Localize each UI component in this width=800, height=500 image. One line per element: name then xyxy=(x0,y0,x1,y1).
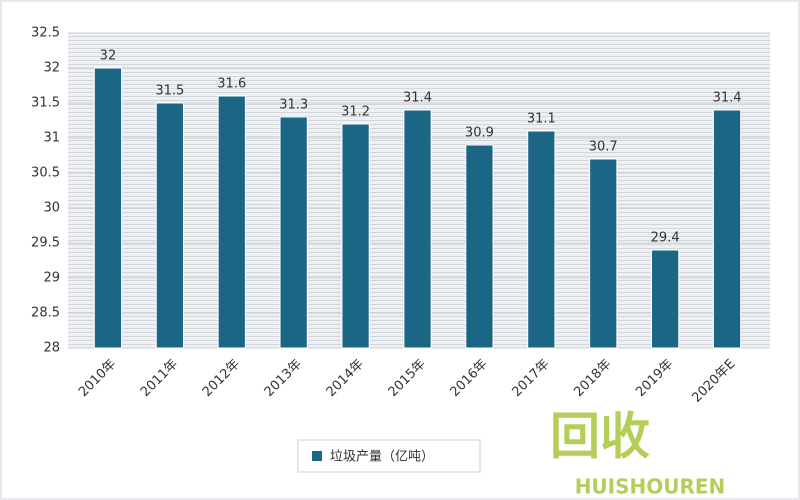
value-label: 31.2 xyxy=(341,105,370,120)
value-label: 31.5 xyxy=(155,84,184,99)
y-tick-label: 31 xyxy=(43,131,60,146)
bar xyxy=(155,102,184,349)
y-tick-label: 28.5 xyxy=(31,306,60,321)
y-tick-label: 30.5 xyxy=(31,166,60,181)
value-label: 30.9 xyxy=(465,126,494,141)
watermark-brand: HUISHOUREN xyxy=(575,475,726,499)
legend-box xyxy=(297,439,481,473)
bar xyxy=(279,116,308,349)
bar xyxy=(651,249,680,349)
value-label: 31.1 xyxy=(527,112,556,127)
legend-label: 垃圾产量（亿吨） xyxy=(330,450,434,465)
value-label: 32 xyxy=(100,49,117,64)
bar xyxy=(403,109,432,349)
bar xyxy=(527,130,556,349)
y-tick-label: 30 xyxy=(43,201,60,216)
y-tick-label: 32 xyxy=(43,61,60,76)
y-tick-label: 29.5 xyxy=(31,236,60,251)
y-tick-label: 29 xyxy=(43,271,60,286)
value-label: 31.4 xyxy=(713,91,742,106)
value-label: 31.6 xyxy=(217,77,246,92)
watermark-logo: 回收 xyxy=(550,408,650,466)
value-label: 31.4 xyxy=(403,91,432,106)
legend-swatch xyxy=(312,451,322,461)
value-label: 30.7 xyxy=(589,140,618,155)
y-tick-label: 32.5 xyxy=(31,26,60,41)
y-tick-label: 31.5 xyxy=(31,96,60,111)
bar xyxy=(93,67,123,349)
value-label: 29.4 xyxy=(651,231,680,246)
value-label: 31.3 xyxy=(279,98,308,113)
bar xyxy=(465,144,494,349)
y-tick-label: 28 xyxy=(43,341,60,356)
bar xyxy=(589,158,618,349)
bar xyxy=(341,123,370,349)
legend: 垃圾产量（亿吨） xyxy=(297,439,481,473)
bar xyxy=(217,95,246,349)
bar xyxy=(712,109,742,349)
